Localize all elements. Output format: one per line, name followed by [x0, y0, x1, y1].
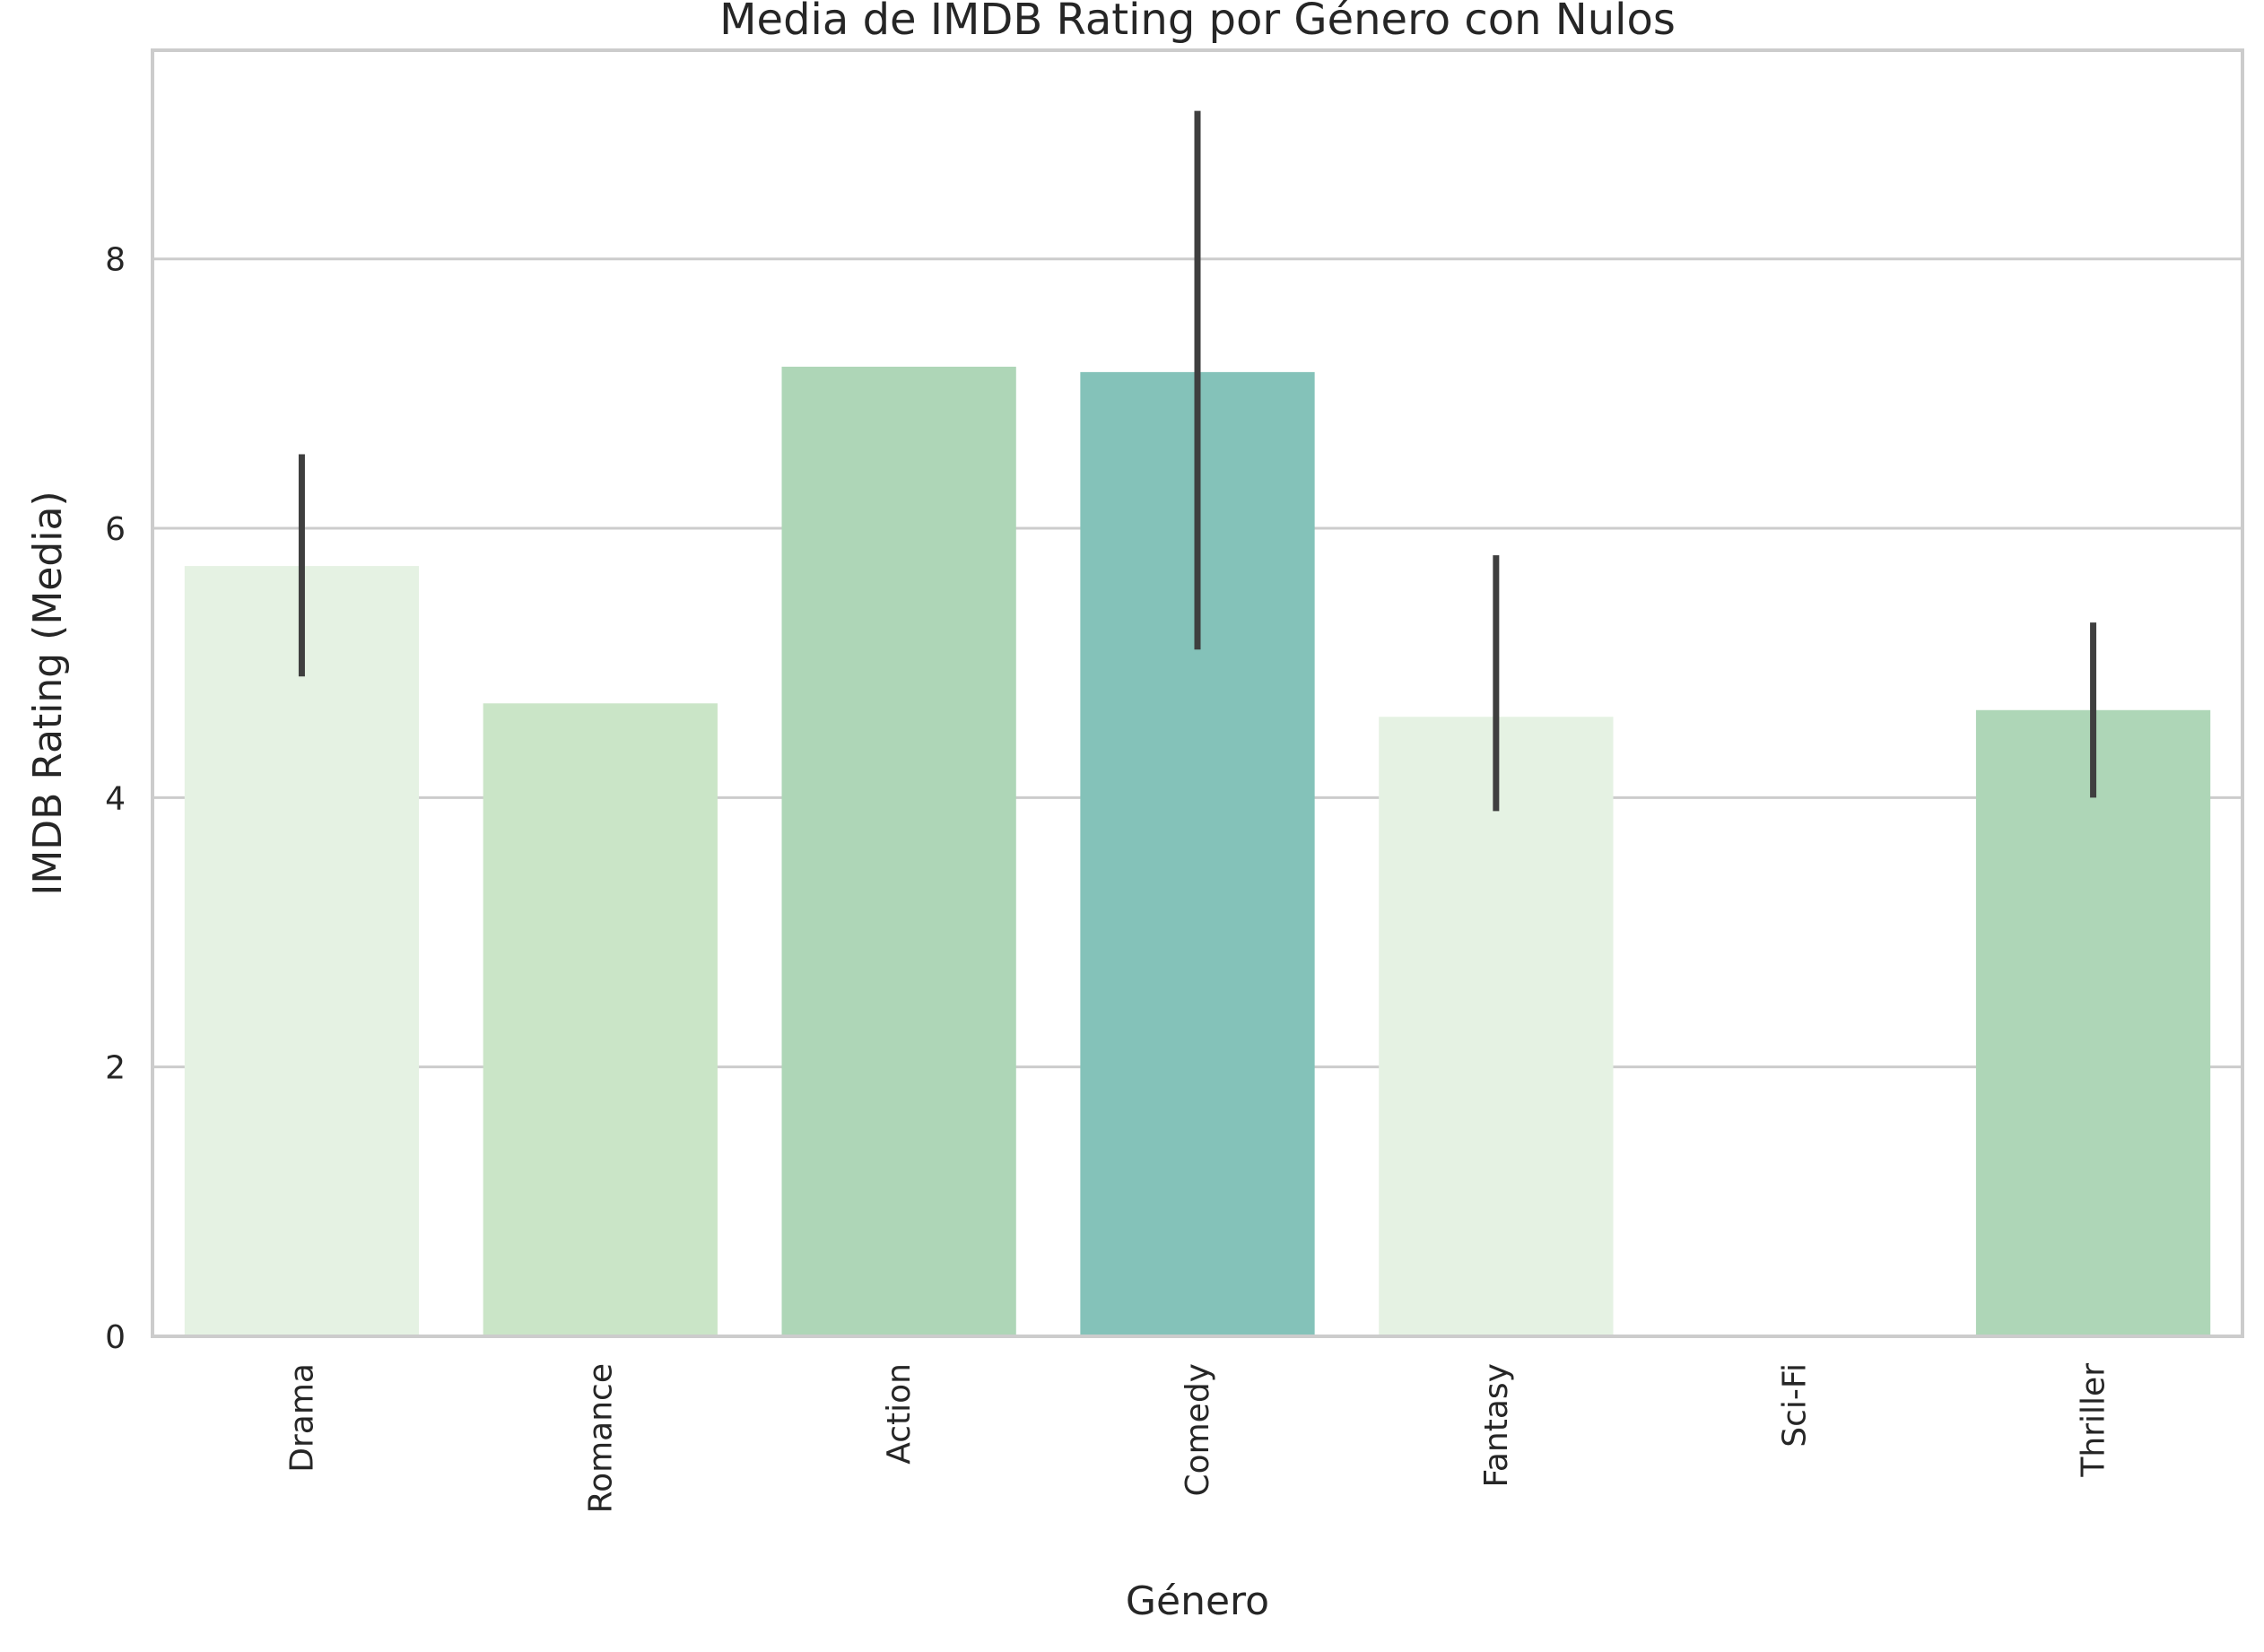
x-tick-label: Drama [283, 1363, 320, 1473]
chart-title: Media de IMDB Rating por Género con Nulo… [719, 0, 1676, 45]
y-tick-labels: 0 2 4 6 8 [105, 242, 126, 1356]
error-bars [298, 110, 2097, 812]
x-tick-label: Sci-Fi [1777, 1363, 1814, 1448]
bars [184, 366, 2211, 1337]
y-tick-label: 6 [105, 511, 126, 548]
x-axis-label: Género [1126, 1578, 1269, 1624]
y-axis-label: IMDB Rating (Media) [25, 491, 71, 895]
plot-frame [151, 48, 2244, 1338]
x-tick-label: Romance [582, 1363, 619, 1513]
bar-romance [483, 703, 718, 1336]
x-tick-label: Action [881, 1363, 918, 1465]
bar-thriller [1975, 709, 2211, 1336]
x-tick-label: Fantasy [1478, 1363, 1515, 1488]
x-tick-labels: Drama Romance Action Comedy Fantasy Sci-Fi Thr… [283, 1363, 2112, 1514]
y-tick-label: 0 [105, 1319, 126, 1356]
y-tick-label: 4 [105, 780, 126, 817]
bar-drama [184, 566, 420, 1336]
bar-fantasy [1379, 717, 1614, 1336]
bar-action [781, 366, 1016, 1336]
x-tick-label: Thriller [2076, 1363, 2112, 1478]
y-tick-label: 2 [105, 1050, 126, 1087]
x-tick-label: Comedy [1180, 1363, 1216, 1497]
y-tick-label: 8 [105, 242, 126, 279]
